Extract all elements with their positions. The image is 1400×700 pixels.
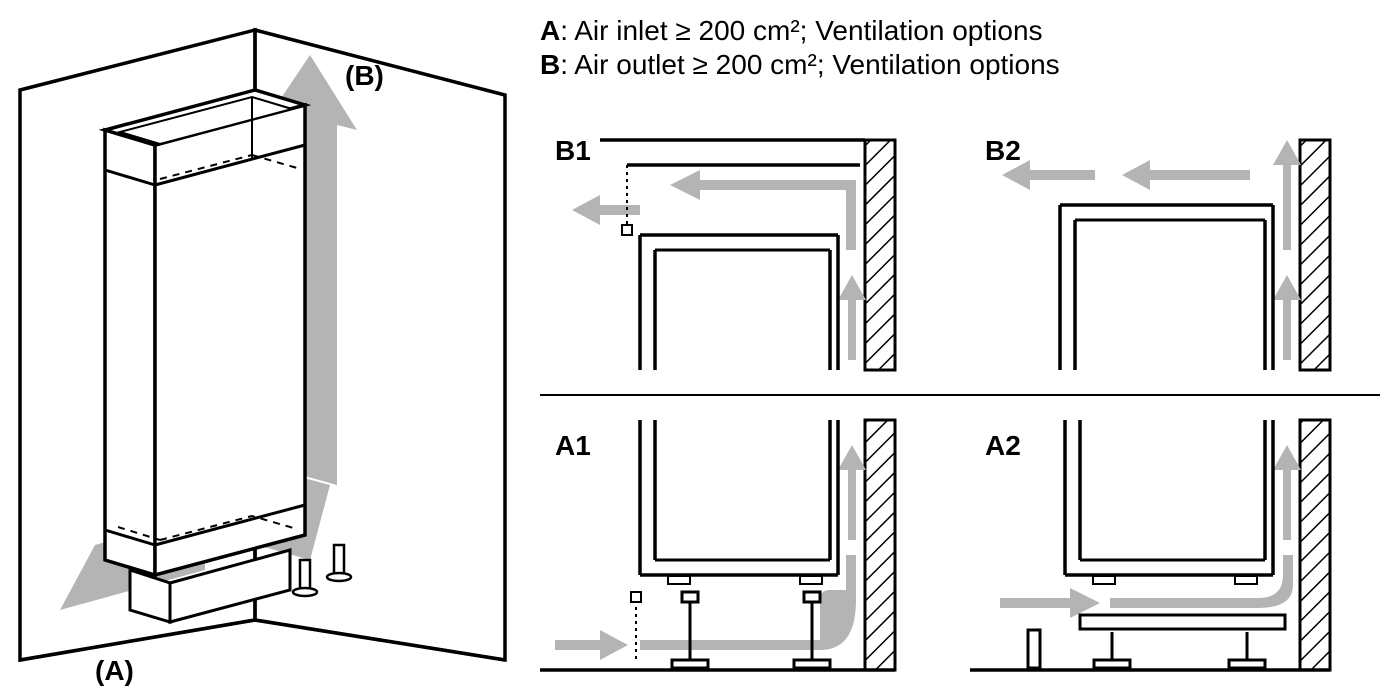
panel-a2-label: A2: [985, 430, 1021, 461]
iso-label-a: (A): [95, 655, 134, 686]
panel-b2: B2: [985, 135, 1330, 370]
caption-b-label: B: [540, 49, 560, 80]
panel-a2: A2: [970, 420, 1330, 670]
caption-a-label: A: [540, 15, 560, 46]
panel-b2-label: B2: [985, 135, 1021, 166]
caption-b: B: Air outlet ≥ 200 cm²; Ventilation opt…: [540, 49, 1060, 80]
panel-a1: A1: [540, 420, 895, 670]
caption-a-text: : Air inlet ≥ 200 cm²; Ventilation optio…: [560, 15, 1042, 46]
panel-b1-label: B1: [555, 135, 591, 166]
iso-cabinet: (A) (B): [20, 30, 505, 686]
caption-b-text: : Air outlet ≥ 200 cm²; Ventilation opti…: [560, 49, 1059, 80]
panel-a1-label: A1: [555, 430, 591, 461]
caption-a: A: Air inlet ≥ 200 cm²; Ventilation opti…: [540, 15, 1043, 46]
panel-b1: B1: [555, 135, 895, 370]
iso-label-b: (B): [345, 60, 384, 91]
ventilation-diagram: A: Air inlet ≥ 200 cm²; Ventilation opti…: [0, 0, 1400, 700]
